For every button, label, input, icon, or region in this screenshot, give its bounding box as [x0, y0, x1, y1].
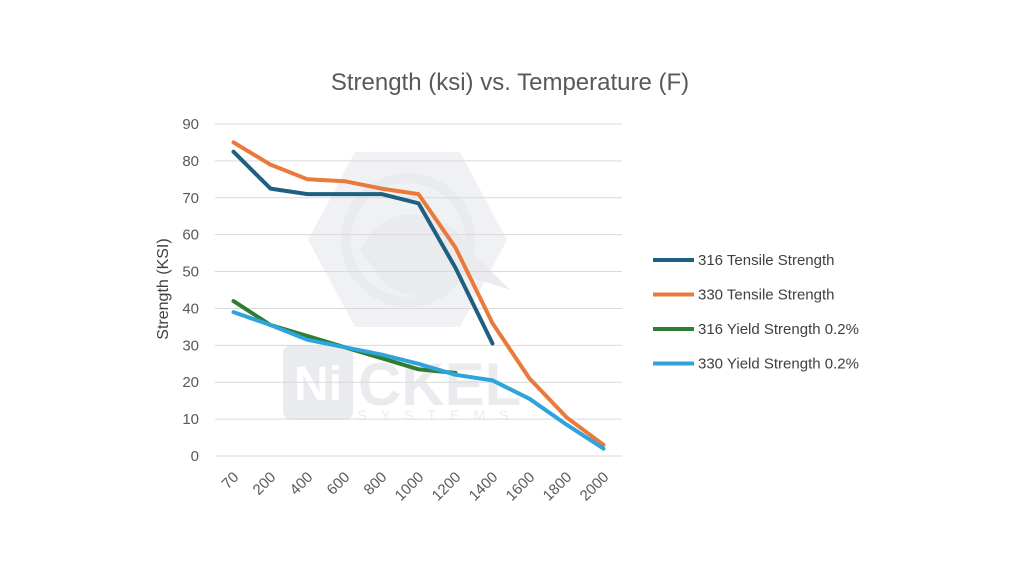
x-tick-label: 400: [287, 469, 317, 499]
legend-item: 316 Yield Strength 0.2%: [653, 321, 859, 338]
y-tick-label: 40: [182, 300, 199, 317]
x-tick-label: 1800: [540, 469, 576, 505]
legend-item: 330 Yield Strength 0.2%: [653, 356, 859, 373]
legend-label: 330 Yield Strength 0.2%: [698, 356, 859, 373]
legend-label: 330 Tensile Strength: [698, 287, 835, 304]
chart-title: Strength (ksi) vs. Temperature (F): [331, 69, 689, 96]
legend: 316 Tensile Strength 330 Tensile Strength…: [653, 252, 859, 373]
y-tick-label: 80: [182, 153, 199, 170]
y-axis-ticks: 0 10 20 30 40 50 60 70 80 90: [182, 116, 199, 465]
x-tick-label: 600: [324, 469, 354, 499]
legend-item: 330 Tensile Strength: [653, 287, 835, 304]
legend-item: 316 Tensile Strength: [653, 252, 835, 269]
x-tick-label: 70: [219, 469, 243, 493]
y-tick-label: 60: [182, 227, 199, 244]
series-lines: [231, 140, 606, 451]
x-tick-label: 2000: [577, 469, 613, 505]
y-tick-label: 0: [191, 448, 199, 465]
series-line-2: [231, 140, 606, 447]
brand-suffix-text: CKEL: [358, 351, 521, 418]
x-axis-ticks: 70 200 400 600 800 1000 1200 1400 1600 1800 2000: [219, 469, 613, 505]
gridlines: [215, 123, 622, 457]
y-tick-label: 20: [182, 374, 199, 391]
y-tick-label: 50: [182, 264, 199, 281]
y-tick-label: 70: [182, 190, 199, 207]
x-tick-label: 1400: [466, 469, 502, 505]
brand-prefix-text: Ni: [294, 358, 342, 411]
y-tick-label: 10: [182, 411, 199, 428]
legend-label: 316 Tensile Strength: [698, 252, 835, 269]
y-tick-label: 30: [182, 337, 199, 354]
y-tick-label: 90: [182, 116, 199, 133]
x-tick-label: 1600: [503, 469, 539, 505]
brand-tagline-text: SYSTEMS: [358, 407, 523, 423]
x-tick-label: 1000: [392, 469, 428, 505]
series-line-4: [231, 310, 606, 451]
x-tick-label: 1200: [429, 469, 465, 505]
legend-label: 316 Yield Strength 0.2%: [698, 321, 859, 338]
bull-logo-icon: [341, 173, 475, 307]
x-tick-label: 800: [361, 469, 391, 499]
series-line-1: [231, 149, 495, 346]
x-tick-label: 200: [250, 469, 280, 499]
y-axis-label: Strength (KSI): [155, 238, 172, 339]
